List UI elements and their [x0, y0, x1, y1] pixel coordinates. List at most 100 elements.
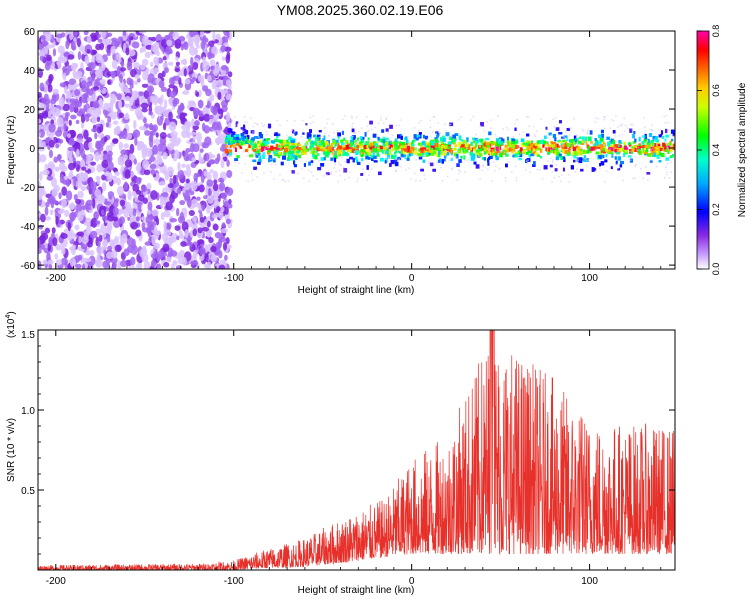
spectrogram-cell: [454, 138, 457, 141]
spectrogram-cell: [106, 223, 113, 231]
spectrogram-cell: [290, 171, 292, 174]
spectrogram-cell: [418, 148, 422, 153]
spectrogram-cell: [399, 156, 402, 158]
spectrogram-cell: [55, 259, 63, 266]
spectrogram-cell: [57, 209, 64, 215]
spectrogram-cell: [158, 181, 166, 186]
spectrogram-cell: [224, 138, 229, 142]
spectrogram-cell: [297, 143, 301, 147]
spectrogram-cell: [345, 153, 350, 157]
spectrogram-cell: [280, 161, 284, 166]
spectrogram-cell: [548, 147, 550, 152]
spectrogram-cell: [563, 136, 565, 138]
spectrogram-cell: [642, 144, 647, 148]
spectrogram-cell: [107, 161, 114, 171]
spectrogram-cell: [291, 170, 295, 174]
spectrogram-cell: [196, 202, 202, 209]
spectrogram-cell: [385, 137, 389, 141]
spectrogram-cell: [75, 198, 82, 205]
spectrogram-cell: [73, 193, 78, 201]
spectrogram-cell: [176, 235, 180, 241]
spectrogram-cell: [609, 147, 613, 151]
spectrogram-cell: [443, 142, 446, 144]
spectrogram-cell: [449, 136, 453, 141]
spectrogram-cell: [429, 119, 431, 122]
spectrogram-cell: [55, 215, 59, 225]
spectrogram-cell: [204, 136, 212, 146]
spectrogram-cell: [394, 149, 398, 153]
spectrogram-cell: [91, 128, 98, 133]
spectrogram-cell: [141, 83, 149, 88]
spectrogram-cell: [449, 122, 454, 127]
spectrogram-cell: [294, 119, 296, 122]
spectrogram-cell: [624, 148, 628, 153]
spectrogram-cell: [48, 75, 53, 85]
spectrogram-cell: [554, 116, 557, 119]
spectrogram-cell: [88, 141, 93, 150]
spectrogram-cell: [101, 174, 106, 181]
spectrogram-cell: [317, 166, 322, 171]
spectrogram-cell: [95, 258, 103, 268]
spectrogram-cell: [461, 144, 465, 148]
spectrogram-cell: [221, 142, 228, 151]
spectrogram-cell: [45, 54, 52, 62]
spectrogram-cell: [351, 126, 354, 128]
spectrogram-cell: [173, 149, 180, 160]
spectrogram-cell: [448, 160, 451, 162]
spectrogram-cell: [92, 86, 100, 91]
spectrogram-cell: [163, 169, 168, 176]
spectrogram-cell: [475, 149, 480, 153]
spectrogram-cell: [632, 145, 635, 150]
spectrogram-cell: [432, 168, 436, 172]
spectrogram-cell: [63, 56, 67, 63]
spectrogram-cell: [381, 129, 385, 133]
spectrogram-cell: [58, 138, 64, 144]
spectrogram-cell: [573, 140, 576, 145]
spectrogram-cell: [75, 148, 80, 158]
spectrogram-cell: [86, 49, 91, 54]
spectrogram-cell: [232, 140, 237, 143]
spectrogram-cell: [38, 132, 41, 137]
spectrogram-cell: [207, 159, 216, 165]
spectrogram-cell: [343, 137, 346, 141]
spectrogram-cell: [249, 154, 253, 158]
spectrogram-cell: [504, 151, 506, 154]
spectrogram-cell: [387, 155, 390, 159]
spectrogram-cell: [266, 141, 270, 144]
spectrogram-cell: [480, 140, 483, 144]
spectrogram-cell: [353, 144, 358, 149]
spectrogram-cell: [242, 136, 245, 142]
spectrogram-cell: [576, 151, 579, 156]
spectrogram-cell: [230, 143, 234, 147]
spectrogram-cell: [551, 161, 554, 163]
spectrogram-cell: [478, 152, 483, 157]
spectrogram-cell: [622, 179, 625, 182]
spectrogram-cell: [220, 158, 225, 169]
spectrogram-cell: [370, 154, 374, 159]
spectrogram-cell: [227, 141, 232, 145]
spectrogram-cell: [48, 149, 54, 159]
spectrogram-cell: [224, 139, 228, 144]
spectrogram-cell: [548, 150, 553, 153]
spectrogram-cell: [330, 143, 333, 148]
spectrogram-cell: [619, 124, 621, 127]
spectrogram-cell: [67, 54, 75, 60]
spectrogram-cell: [379, 145, 384, 150]
spectrogram-cell: [415, 137, 419, 141]
spectrogram-cell: [400, 135, 403, 140]
spectrogram-cell: [578, 136, 582, 139]
spectrogram-cell: [441, 180, 444, 182]
spectrogram-cell: [346, 143, 351, 146]
spectrogram-cell: [444, 154, 447, 159]
spectrogram-cell: [366, 165, 369, 170]
spectrogram-cell: [483, 142, 488, 147]
spectrogram-cell: [118, 209, 122, 216]
spectrogram-cell: [587, 128, 589, 131]
spectrogram-cell: [370, 142, 374, 147]
spectrogram-cell: [436, 132, 440, 137]
spectrogram-cell: [628, 142, 632, 145]
spectrogram-cell: [129, 36, 134, 41]
spectrogram-cell: [313, 151, 318, 156]
spectrogram-cell: [244, 115, 246, 118]
spectrogram-cell: [364, 154, 367, 156]
